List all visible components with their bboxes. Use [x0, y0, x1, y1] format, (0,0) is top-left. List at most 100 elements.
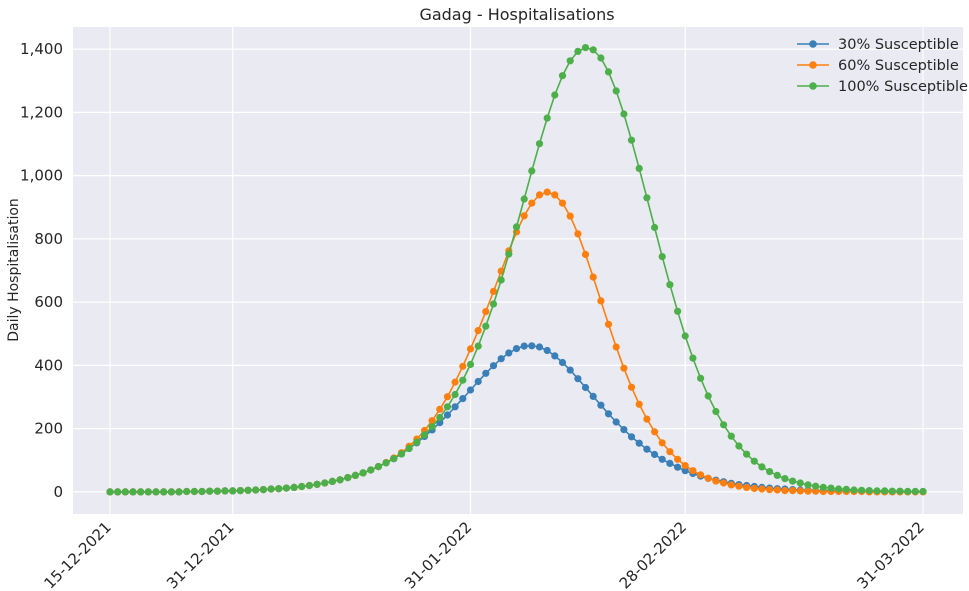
- data-point: [604, 410, 613, 418]
- series-layer: [106, 44, 927, 496]
- data-point: [881, 487, 889, 495]
- data-point: [466, 345, 475, 353]
- data-point: [674, 307, 682, 315]
- data-point: [766, 468, 774, 476]
- data-point: [451, 378, 459, 386]
- data-point: [658, 439, 666, 447]
- data-point: [183, 487, 191, 496]
- data-point: [551, 91, 559, 99]
- data-point: [512, 345, 521, 353]
- data-point: [160, 488, 168, 496]
- data-point: [712, 477, 720, 485]
- data-point: [459, 376, 467, 384]
- legend: 30% Susceptible 60% Susceptible 100% Susce…: [797, 37, 968, 95]
- data-point: [436, 405, 444, 413]
- data-point: [743, 450, 751, 458]
- data-point: [313, 480, 321, 488]
- data-point: [344, 474, 352, 482]
- legend-label: 100% Susceptible: [838, 79, 968, 95]
- data-point: [620, 364, 628, 372]
- data-point: [597, 297, 605, 305]
- y-tick-label: 1,000: [20, 167, 63, 185]
- data-point: [512, 223, 521, 231]
- data-point: [643, 415, 651, 423]
- data-point: [428, 417, 436, 425]
- data-point: [643, 194, 651, 202]
- data-point: [359, 469, 367, 477]
- data-point: [367, 466, 375, 474]
- data-point: [589, 46, 597, 54]
- data-point: [651, 428, 659, 436]
- data-point: [474, 342, 482, 350]
- chart-title: Gadag - Hospitalisations: [419, 5, 614, 24]
- legend-item: 100% Susceptible: [797, 79, 968, 95]
- data-point: [252, 486, 260, 494]
- data-point: [497, 276, 505, 284]
- data-point: [612, 87, 620, 95]
- data-point: [581, 44, 590, 52]
- x-tick-label: 28-02-2022: [616, 518, 690, 591]
- data-point: [796, 479, 804, 487]
- legend-marker: [809, 82, 817, 90]
- data-point: [735, 482, 743, 490]
- plot-background: [73, 27, 963, 514]
- data-point: [835, 485, 843, 493]
- data-point: [627, 136, 636, 144]
- data-point: [267, 485, 275, 493]
- data-point: [543, 188, 551, 196]
- data-point: [911, 487, 919, 496]
- data-point: [190, 487, 198, 496]
- data-point: [750, 484, 758, 492]
- y-tick-label: 400: [34, 356, 63, 374]
- data-point: [305, 481, 313, 490]
- data-point: [129, 488, 137, 496]
- legend-label: 30% Susceptible: [838, 37, 959, 53]
- data-point: [666, 448, 674, 456]
- data-point: [750, 457, 758, 465]
- data-point: [236, 487, 244, 495]
- data-point: [873, 487, 881, 495]
- data-point: [635, 164, 643, 172]
- data-point: [282, 484, 290, 492]
- data-point: [397, 450, 406, 458]
- data-point: [581, 250, 590, 258]
- data-point: [497, 355, 505, 363]
- data-point: [635, 400, 643, 408]
- data-point: [474, 327, 482, 335]
- data-point: [451, 403, 459, 411]
- y-tick-label: 1,200: [20, 103, 63, 121]
- data-point: [535, 140, 544, 148]
- data-point: [351, 471, 359, 479]
- data-point: [505, 250, 513, 258]
- data-point: [543, 114, 551, 122]
- data-point: [374, 463, 382, 471]
- data-point: [574, 230, 582, 238]
- data-point: [405, 444, 413, 453]
- data-point: [505, 349, 513, 357]
- data-point: [604, 68, 613, 76]
- x-axis-ticks: 15-12-2021 31-12-2021 31-01-2022 28-02-2022…: [40, 518, 927, 591]
- data-point: [589, 392, 597, 400]
- data-point: [336, 476, 344, 484]
- data-point: [658, 455, 666, 463]
- data-point: [198, 487, 206, 496]
- data-point: [612, 418, 620, 426]
- data-point: [137, 488, 145, 496]
- data-point: [520, 212, 528, 220]
- y-axis-ticks: 0 200 400 600 800 1,000 1,200 1,400: [20, 40, 63, 501]
- data-point: [581, 383, 590, 392]
- data-point: [858, 486, 866, 494]
- data-point: [773, 471, 781, 479]
- data-point: [712, 407, 720, 416]
- data-point: [413, 438, 421, 446]
- data-point: [520, 195, 528, 203]
- data-point: [674, 463, 682, 471]
- data-point: [727, 432, 735, 440]
- x-tick-label: 31-01-2022: [401, 518, 475, 591]
- data-point: [773, 486, 781, 494]
- data-point: [551, 191, 559, 199]
- data-point: [221, 487, 229, 495]
- data-point: [528, 167, 536, 175]
- data-point: [574, 47, 582, 56]
